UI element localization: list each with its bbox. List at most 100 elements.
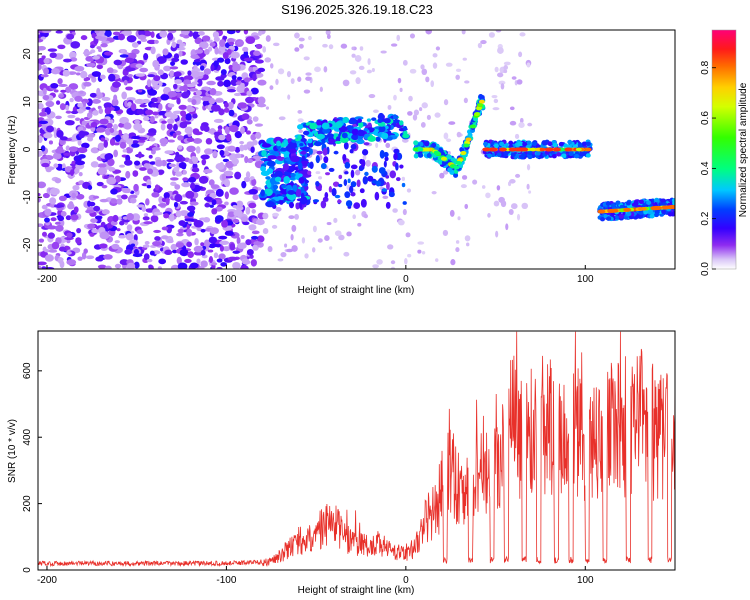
spectrogram-noise-field-mark bbox=[145, 208, 152, 212]
spectrogram-noise-field-mark bbox=[262, 212, 269, 220]
spectrogram-noise-field-mark bbox=[236, 236, 241, 245]
spectrogram-noise-field-mark bbox=[442, 229, 449, 237]
spectrogram-noise-field-mark bbox=[245, 36, 256, 45]
spectrogram-scattered-cluster-mark bbox=[325, 172, 331, 176]
spectrogram-noise-field-mark bbox=[294, 47, 300, 52]
spectrogram-scattered-cluster-mark bbox=[383, 160, 387, 168]
spectrogram-noise-field-mark bbox=[67, 203, 75, 210]
spectrogram-noise-field-mark bbox=[493, 200, 500, 207]
spectrogram-scattered-cluster-mark bbox=[292, 184, 298, 193]
spectrogram-noise-field-mark bbox=[69, 51, 77, 59]
spectrogram-noise-field-mark bbox=[519, 117, 524, 124]
spectrogram-noise-field-mark bbox=[435, 46, 441, 51]
spectrogram-noise-field-mark bbox=[76, 239, 81, 245]
spectrogram-band-mark bbox=[600, 217, 606, 222]
spectrogram-noise-field-mark bbox=[240, 234, 245, 240]
spectrogram-noise-field-mark bbox=[185, 126, 193, 135]
spectrogram-noise-field-mark bbox=[157, 169, 165, 175]
spectrogram-noise-field-mark bbox=[191, 71, 200, 78]
spectrogram-scattered-cluster-mark bbox=[363, 142, 370, 146]
spectrogram-noise-field-mark bbox=[357, 222, 362, 227]
spectrogram-noise-field-mark bbox=[158, 258, 167, 265]
spectrogram-scattered-cluster-mark bbox=[337, 199, 342, 204]
spectrogram-band-mark bbox=[475, 106, 482, 111]
spectrogram-noise-field-mark bbox=[178, 50, 183, 57]
spectrogram-noise-field-mark bbox=[240, 216, 249, 222]
spectrogram-noise-field-mark bbox=[124, 249, 132, 255]
spectrogram-scattered-cluster-mark bbox=[261, 150, 267, 157]
spectrogram-noise-field-mark bbox=[224, 230, 234, 236]
spectrogram-noise-field-mark bbox=[240, 82, 245, 89]
spectrogram-noise-field-mark bbox=[187, 212, 195, 217]
spectrogram-noise-field-mark bbox=[387, 244, 394, 250]
spectrogram-noise-field-mark bbox=[88, 201, 96, 207]
spectrogram-scattered-cluster-mark bbox=[288, 148, 297, 154]
spectrogram-scattered-cluster-mark bbox=[298, 177, 305, 184]
spectrogram-segment-mark bbox=[322, 127, 331, 134]
spectrogram-noise-field-mark bbox=[324, 235, 330, 242]
spectrogram-band-mark bbox=[477, 103, 484, 108]
spectrogram-noise-field-mark bbox=[257, 79, 267, 86]
spectrogram-band-mark bbox=[672, 200, 675, 206]
spectrogram-noise-field-mark bbox=[54, 177, 62, 184]
spectrogram-band-mark bbox=[483, 141, 489, 147]
snr-panel: -200 -100 0 100 0 200 400 600 Height of straig… bbox=[7, 330, 676, 596]
spectrogram-band-mark bbox=[423, 147, 430, 152]
spectrogram-band-mark bbox=[482, 147, 491, 152]
spectrogram-noise-field-mark bbox=[198, 175, 209, 184]
spectrogram-band-mark bbox=[519, 155, 525, 160]
spectrogram-noise-field-mark bbox=[94, 30, 100, 34]
spectrogram-scattered-cluster-mark bbox=[334, 194, 341, 199]
spectrogram-noise-field-mark bbox=[45, 100, 55, 108]
spectrogram-scattered-cluster-mark bbox=[320, 163, 327, 170]
spectrogram-noise-field-mark bbox=[372, 109, 379, 114]
spectrogram-noise-field-mark bbox=[496, 185, 501, 191]
spectrogram-noise-field-mark bbox=[91, 71, 101, 77]
spectrogram-scattered-cluster-mark bbox=[297, 162, 303, 170]
spectrogram-noise-field-mark bbox=[80, 35, 88, 41]
spectrogram-noise-field-mark bbox=[68, 83, 79, 90]
spectrogram-noise-field-mark bbox=[46, 225, 57, 230]
spectrogram-noise-field-mark bbox=[85, 106, 91, 110]
spectrogram-noise-field-mark bbox=[252, 244, 259, 251]
spectrogram-noise-field-mark bbox=[169, 177, 179, 181]
spectrogram-noise-field-mark bbox=[107, 158, 115, 167]
spectrogram-noise-field-mark bbox=[354, 54, 362, 62]
spectrogram-noise-field-mark bbox=[194, 237, 199, 246]
spectrogram-noise-field-mark bbox=[167, 30, 177, 34]
spectrogram-noise-field-mark bbox=[113, 142, 120, 146]
spectrogram-noise-field-mark bbox=[326, 34, 331, 40]
spectrogram-segment-mark bbox=[299, 142, 304, 147]
spectrogram-noise-field-mark bbox=[215, 163, 225, 170]
spectrogram-noise-field-mark bbox=[322, 43, 328, 48]
spectrogram-noise-field-mark bbox=[55, 147, 64, 154]
spectrogram-noise-field-mark bbox=[365, 159, 371, 167]
spectrogram-noise-field-mark bbox=[100, 137, 106, 142]
spectrogram-noise-field-mark bbox=[43, 248, 50, 253]
spectrogram-noise-field-mark bbox=[203, 125, 210, 132]
spectrogram-scattered-cluster-mark bbox=[266, 160, 276, 167]
spectrogram-noise-field-mark bbox=[439, 172, 445, 179]
spectrogram-noise-field-mark bbox=[62, 58, 72, 63]
colorbar-tick-label: 0.8 bbox=[700, 60, 711, 74]
spectrogram-scattered-cluster-mark bbox=[333, 150, 339, 155]
spectrogram-x-tick-label: -200 bbox=[37, 274, 57, 285]
spectrogram-noise-field-mark bbox=[528, 190, 532, 194]
spectrogram-noise-field-mark bbox=[174, 184, 181, 190]
spectrogram-x-tick-label: -100 bbox=[216, 274, 236, 285]
spectrogram-scattered-cluster-mark bbox=[320, 200, 327, 209]
spectrogram-noise-field-mark bbox=[70, 41, 81, 49]
spectrogram-noise-field-mark bbox=[247, 158, 254, 164]
spectrogram-noise-field-mark bbox=[211, 104, 221, 112]
spectrogram-noise-field-mark bbox=[393, 94, 397, 101]
spectrogram-noise-field-mark bbox=[139, 104, 148, 108]
spectrogram-noise-field-mark bbox=[317, 238, 323, 243]
spectrogram-noise-field-mark bbox=[163, 65, 172, 72]
spectrogram-noise-field-mark bbox=[175, 210, 182, 218]
spectrogram-noise-field-mark bbox=[60, 210, 67, 217]
spectrogram-noise-field-mark bbox=[167, 32, 174, 41]
spectrogram-noise-field-mark bbox=[81, 120, 87, 126]
spectrogram-noise-field-mark bbox=[198, 41, 209, 49]
spectrogram-band-mark bbox=[541, 140, 547, 145]
